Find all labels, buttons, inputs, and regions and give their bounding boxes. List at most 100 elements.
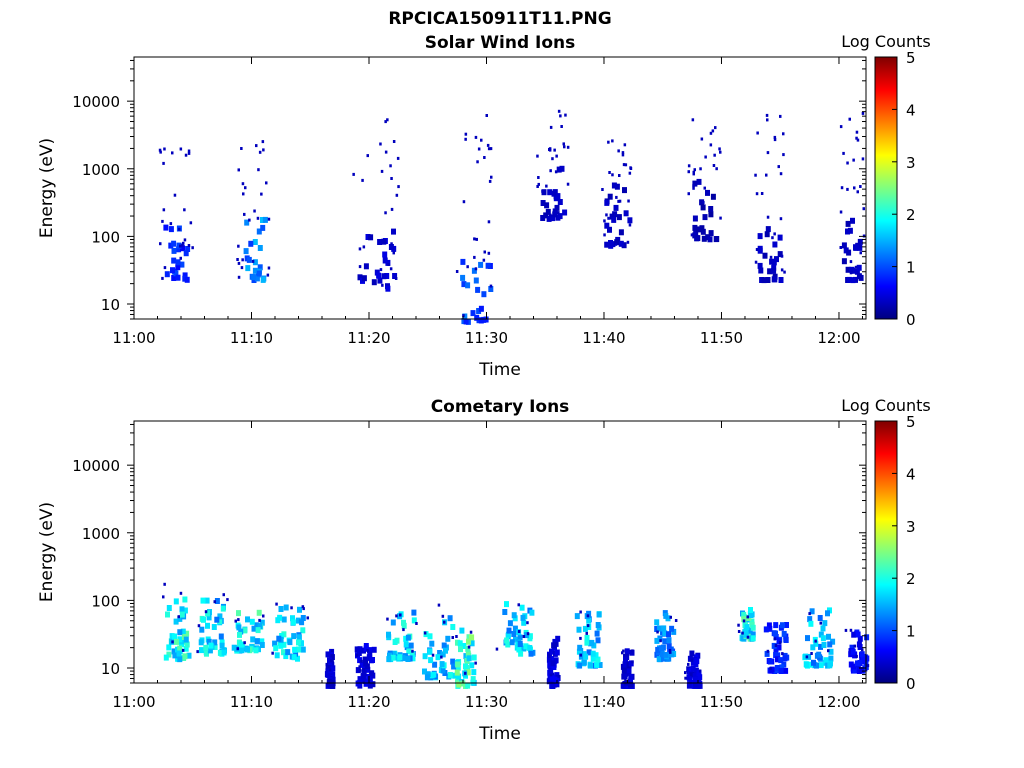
data-cell bbox=[857, 635, 863, 642]
data-cell bbox=[367, 682, 373, 689]
data-cell bbox=[389, 267, 393, 271]
x-axis-label: Time bbox=[478, 360, 521, 380]
data-cell bbox=[748, 607, 753, 613]
data-cell bbox=[557, 109, 561, 113]
data-cell bbox=[689, 650, 695, 657]
data-cell bbox=[776, 644, 782, 651]
colorbar-tick-label: 1 bbox=[906, 259, 916, 277]
data-cell bbox=[590, 655, 596, 662]
data-cell bbox=[586, 624, 590, 628]
data-cell bbox=[290, 606, 293, 610]
data-cell bbox=[566, 145, 570, 149]
data-cell bbox=[266, 273, 270, 277]
data-cell bbox=[699, 167, 702, 171]
data-cell bbox=[295, 617, 301, 624]
data-cell bbox=[663, 651, 669, 658]
data-cell bbox=[819, 621, 822, 625]
data-cell bbox=[259, 642, 265, 648]
data-cell bbox=[516, 646, 522, 653]
data-cell bbox=[617, 149, 620, 153]
data-cell bbox=[777, 251, 783, 258]
data-cell bbox=[622, 163, 626, 167]
data-cell bbox=[455, 635, 458, 638]
data-cell bbox=[287, 639, 293, 646]
data-cell bbox=[473, 277, 479, 284]
data-cell bbox=[471, 267, 477, 274]
data-cell bbox=[387, 263, 390, 266]
y-tick-label: 1000 bbox=[82, 525, 120, 543]
data-cell bbox=[631, 649, 634, 653]
data-cell bbox=[866, 664, 870, 668]
burst bbox=[352, 118, 400, 292]
data-cell bbox=[557, 674, 560, 678]
data-cell bbox=[707, 236, 713, 243]
data-cell bbox=[163, 582, 166, 586]
data-cell bbox=[462, 200, 466, 204]
data-cell bbox=[431, 653, 435, 657]
data-cell bbox=[256, 270, 262, 277]
data-cell bbox=[694, 658, 700, 665]
data-cell bbox=[295, 655, 300, 662]
data-cell bbox=[540, 215, 546, 221]
data-cell bbox=[740, 635, 746, 642]
data-cell bbox=[450, 624, 456, 630]
data-cell bbox=[415, 622, 418, 625]
data-cell bbox=[219, 642, 225, 649]
data-cell bbox=[355, 653, 359, 657]
data-cell bbox=[386, 656, 392, 663]
data-cell bbox=[409, 651, 415, 658]
data-cell bbox=[622, 187, 627, 194]
data-cell bbox=[455, 664, 461, 671]
data-cell bbox=[179, 147, 183, 151]
data-cell bbox=[859, 242, 862, 246]
data-cell bbox=[718, 147, 721, 151]
data-cell bbox=[242, 627, 248, 634]
data-cell bbox=[773, 637, 776, 641]
data-cell bbox=[390, 619, 396, 626]
data-cell bbox=[511, 631, 517, 637]
data-cell bbox=[259, 638, 265, 645]
data-cell bbox=[709, 131, 713, 135]
data-cell bbox=[596, 611, 602, 618]
data-cell bbox=[765, 113, 769, 117]
data-cell bbox=[656, 625, 662, 632]
y-tick-label: 1000 bbox=[82, 161, 120, 179]
data-cell bbox=[545, 184, 548, 188]
data-cell bbox=[257, 168, 260, 172]
data-cell bbox=[365, 666, 371, 673]
data-cell bbox=[612, 211, 618, 218]
data-cell bbox=[742, 619, 746, 623]
data-cell bbox=[708, 230, 714, 237]
data-cell bbox=[783, 270, 786, 274]
data-cell bbox=[471, 654, 477, 661]
data-cell bbox=[362, 245, 366, 249]
data-cell bbox=[256, 228, 262, 235]
data-cell bbox=[262, 148, 265, 152]
data-cell bbox=[478, 317, 484, 324]
data-cell bbox=[507, 620, 513, 627]
data-cell bbox=[779, 172, 783, 176]
data-cell bbox=[474, 661, 477, 665]
data-cell bbox=[737, 623, 740, 627]
data-cell bbox=[821, 642, 827, 648]
data-cell bbox=[199, 626, 205, 633]
data-cell bbox=[520, 614, 526, 621]
data-cell bbox=[560, 125, 563, 128]
data-cell bbox=[692, 673, 698, 680]
data-cell bbox=[702, 200, 705, 204]
data-cell bbox=[204, 597, 210, 604]
data-cell bbox=[777, 165, 780, 169]
data-cell bbox=[692, 186, 695, 190]
y-tick-label: 100 bbox=[91, 592, 120, 610]
data-cell bbox=[750, 631, 756, 638]
data-cell bbox=[361, 178, 364, 182]
data-cell bbox=[359, 668, 362, 672]
data-cell bbox=[608, 240, 613, 246]
data-cell bbox=[555, 193, 561, 200]
data-cell bbox=[213, 600, 216, 604]
data-cell bbox=[611, 173, 614, 177]
data-cell bbox=[579, 636, 582, 640]
data-cell bbox=[384, 120, 387, 124]
data-cell bbox=[306, 616, 309, 620]
data-cell bbox=[853, 244, 858, 251]
